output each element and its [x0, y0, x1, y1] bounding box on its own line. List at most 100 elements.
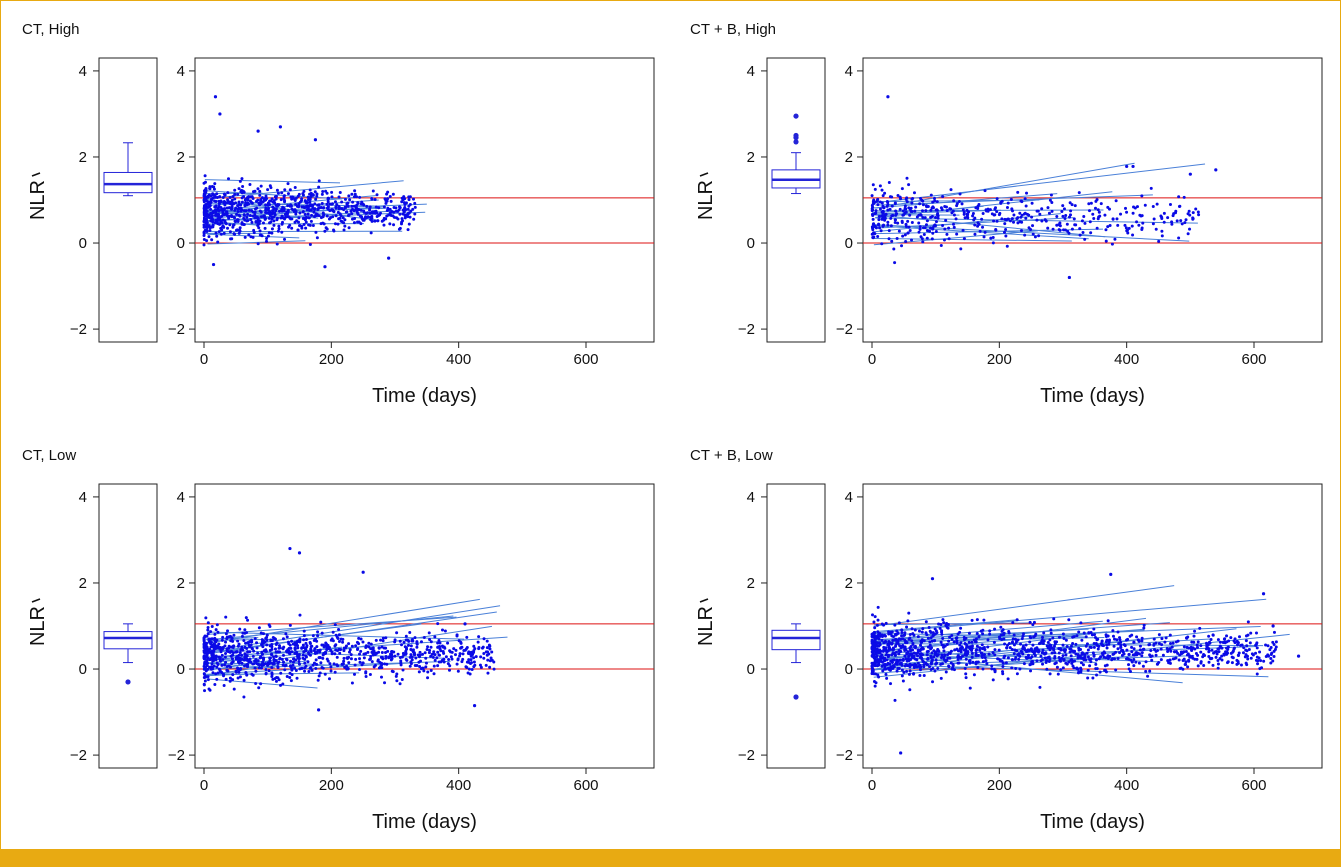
- data-point: [975, 644, 979, 648]
- data-point: [229, 665, 233, 669]
- x-tick-label: 600: [1241, 777, 1266, 794]
- data-point: [1114, 199, 1118, 203]
- data-point: [414, 656, 418, 660]
- data-point: [279, 671, 283, 675]
- data-point: [231, 223, 235, 227]
- data-point: [876, 235, 880, 239]
- data-point: [268, 648, 272, 652]
- data-point: [286, 192, 290, 196]
- data-point: [482, 637, 486, 641]
- data-point: [214, 211, 218, 215]
- data-point: [328, 209, 332, 213]
- data-point: [1258, 650, 1262, 654]
- data-point: [485, 639, 489, 643]
- data-point: [1037, 234, 1041, 238]
- data-point: [240, 177, 244, 181]
- data-point: [1048, 672, 1052, 676]
- data-point: [306, 650, 310, 654]
- data-point: [335, 663, 339, 667]
- data-point: [308, 192, 312, 196]
- data-point: [1196, 210, 1200, 214]
- data-point: [364, 652, 368, 656]
- data-point: [919, 213, 923, 217]
- data-point: [254, 669, 258, 673]
- data-point: [870, 613, 874, 617]
- data-point: [1097, 644, 1101, 648]
- data-point: [289, 646, 293, 650]
- data-point: [1079, 670, 1083, 674]
- data-point: [944, 218, 948, 222]
- data-point: [280, 657, 284, 661]
- data-point: [1062, 207, 1066, 211]
- data-point: [233, 219, 237, 223]
- data-point: [1049, 631, 1053, 635]
- data-point: [210, 211, 214, 215]
- subject-trend-line: [873, 663, 1269, 678]
- data-point: [1154, 649, 1158, 653]
- data-point: [203, 667, 207, 671]
- data-point: [297, 654, 301, 658]
- data-point: [421, 652, 425, 656]
- data-point: [1072, 217, 1076, 221]
- data-point: [877, 222, 881, 226]
- data-point: [1119, 645, 1123, 649]
- data-point: [297, 192, 301, 196]
- data-point: [212, 649, 216, 653]
- data-point: [1017, 657, 1021, 661]
- data-point: [970, 651, 974, 655]
- data-point: [884, 653, 888, 657]
- data-point: [980, 656, 984, 660]
- data-point: [234, 650, 238, 654]
- data-point: [999, 201, 1003, 205]
- data-point: [1125, 210, 1129, 214]
- data-point: [264, 239, 268, 243]
- data-point: [246, 641, 250, 645]
- data-point: [348, 648, 352, 652]
- data-point: [1074, 642, 1078, 646]
- data-point: [348, 198, 352, 202]
- data-point: [370, 214, 374, 218]
- data-point: [453, 653, 457, 657]
- data-point: [270, 212, 274, 216]
- panel-title-ct-high: CT, High: [22, 21, 80, 38]
- data-point: [293, 648, 297, 652]
- data-point: [939, 676, 943, 680]
- data-point: [948, 635, 952, 639]
- data-point: [1187, 658, 1191, 662]
- data-point: [231, 639, 235, 643]
- data-point: [882, 623, 886, 627]
- data-point: [1060, 210, 1064, 214]
- data-point: [1261, 592, 1266, 596]
- data-point: [203, 662, 207, 666]
- data-point: [884, 646, 888, 650]
- data-point: [1029, 669, 1033, 673]
- data-point: [1191, 217, 1195, 221]
- data-point: [1296, 654, 1301, 658]
- data-point: [288, 204, 292, 208]
- data-point: [1123, 223, 1127, 227]
- data-point: [925, 650, 929, 654]
- data-point: [906, 664, 910, 668]
- data-point: [301, 193, 305, 197]
- data-point: [1068, 650, 1072, 654]
- data-point: [295, 204, 299, 208]
- data-point: [920, 656, 924, 660]
- box-y-tick-label: −2: [738, 321, 755, 338]
- data-point: [225, 210, 229, 214]
- data-point: [304, 638, 308, 642]
- data-point: [1245, 649, 1249, 653]
- y-axis-title: NLR: [27, 606, 49, 646]
- box-y-tick-label: −2: [70, 747, 87, 764]
- data-point: [202, 181, 206, 185]
- data-point: [395, 672, 399, 676]
- data-point: [926, 657, 930, 661]
- data-point: [260, 640, 264, 644]
- data-point: [1105, 646, 1109, 650]
- data-point: [212, 187, 216, 191]
- data-point: [893, 638, 897, 642]
- data-point: [1120, 648, 1124, 652]
- data-point: [301, 653, 305, 657]
- data-point: [226, 669, 230, 673]
- data-point: [248, 657, 252, 661]
- data-point: [940, 630, 944, 634]
